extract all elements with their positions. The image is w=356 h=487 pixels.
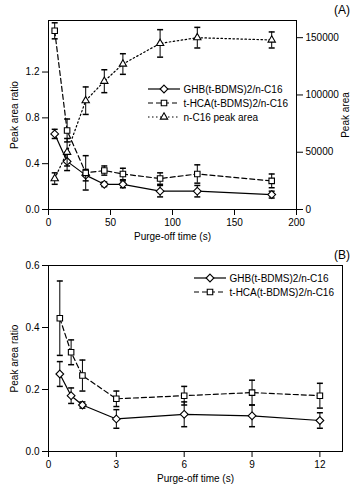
- svg-text:0.4: 0.4: [26, 322, 40, 333]
- svg-text:Purge-off time (s): Purge-off time (s): [157, 473, 234, 484]
- svg-text:3: 3: [114, 459, 120, 470]
- svg-text:0.8: 0.8: [26, 112, 40, 123]
- svg-text:0: 0: [306, 204, 312, 215]
- svg-text:50000: 50000: [306, 146, 334, 157]
- svg-text:0.2: 0.2: [26, 384, 40, 395]
- html-text:t-HCA(t-BDMS)2/n-C16: t-HCA(t-BDMS)2/n-C16: [183, 97, 288, 109]
- html-text:(B): (B): [334, 248, 350, 262]
- html-text:n-C16 peak area: n-C16 peak area: [183, 111, 258, 123]
- svg-text:150: 150: [226, 217, 243, 228]
- html-text:GHB(t-BDMS)2/n-C16: GHB(t-BDMS)2/n-C16: [229, 272, 329, 284]
- svg-text:1.2: 1.2: [26, 66, 40, 77]
- svg-text:Purge-off time (s): Purge-off time (s): [134, 231, 211, 242]
- svg-text:200: 200: [288, 217, 305, 228]
- svg-text:0: 0: [46, 217, 52, 228]
- svg-text:0: 0: [46, 459, 52, 470]
- html-text:(A): (A): [334, 3, 350, 17]
- svg-text:Peak area ratio: Peak area ratio: [9, 324, 20, 392]
- svg-text:9: 9: [249, 459, 255, 470]
- svg-text:6: 6: [181, 459, 187, 470]
- svg-text:0.4: 0.4: [26, 158, 40, 169]
- svg-text:Peak area ratio: Peak area ratio: [9, 81, 20, 149]
- svg-text:100: 100: [164, 217, 181, 228]
- svg-text:0.6: 0.6: [26, 260, 40, 271]
- svg-text:0.0: 0.0: [26, 204, 40, 215]
- svg-text:Peak area: Peak area: [340, 92, 351, 138]
- svg-text:0.0: 0.0: [26, 446, 40, 457]
- svg-text:100000: 100000: [306, 89, 340, 100]
- svg-text:150000: 150000: [306, 32, 340, 43]
- svg-text:50: 50: [105, 217, 117, 228]
- html-text:GHB(t-BDMS)2/n-C16: GHB(t-BDMS)2/n-C16: [183, 83, 283, 95]
- html-text:t-HCA(t-BDMS)2/n-C16: t-HCA(t-BDMS)2/n-C16: [229, 286, 334, 298]
- svg-text:12: 12: [314, 459, 326, 470]
